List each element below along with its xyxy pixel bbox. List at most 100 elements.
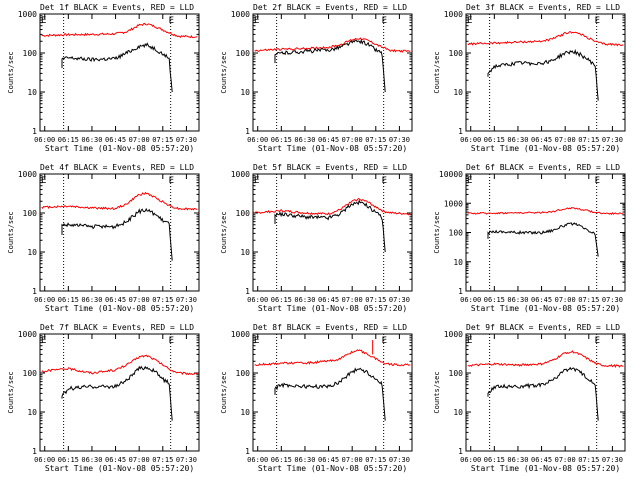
x-tick-label: 06:30: [507, 136, 528, 144]
x-tick-label: 07:30: [602, 296, 623, 304]
x-tick-label: 06:00: [460, 136, 481, 144]
plot-frame: [465, 333, 626, 452]
chart-panel: Det 6f BLACK = Events, RED = LLD 1 10 100 10…: [433, 163, 626, 313]
lld-series-line: [41, 191, 198, 211]
corner-mark: E: [254, 16, 259, 26]
x-tick-label: 06:45: [105, 456, 126, 464]
lld-series-line: [467, 31, 624, 47]
y-tick-label: 1000: [444, 199, 463, 208]
corner-mark: E: [169, 336, 174, 346]
y-tick-label: 1: [32, 127, 37, 136]
corner-mark: E: [254, 176, 259, 186]
corner-mark: E: [382, 16, 387, 26]
events-series-line: [487, 366, 599, 421]
chart-title: Det 5f BLACK = Events, RED = LLD: [253, 163, 407, 172]
lld-series-line: [41, 354, 198, 376]
x-tick-label: 06:00: [34, 456, 55, 464]
x-tick-label: 06:30: [507, 296, 528, 304]
x-tick-label: 06:45: [531, 136, 552, 144]
y-tick-label: 100: [449, 369, 464, 378]
y-tick-label: 1000: [18, 170, 37, 179]
y-tick-label: 100: [23, 49, 38, 58]
y-tick-label: 100: [236, 209, 251, 218]
corner-mark: E: [382, 336, 387, 346]
x-tick-label: 06:15: [484, 136, 505, 144]
chart-title: Det 1f BLACK = Events, RED = LLD: [40, 3, 194, 12]
corner-mark: E: [467, 16, 472, 26]
corner-mark: E: [41, 16, 46, 26]
y-tick-label: 100: [23, 209, 38, 218]
events-series-line: [61, 207, 173, 261]
x-tick-label: 06:30: [294, 136, 315, 144]
y-tick-label: 1: [245, 127, 250, 136]
events-series-line: [274, 367, 386, 421]
x-tick-label: 07:15: [365, 456, 386, 464]
x-tick-label: 06:45: [531, 296, 552, 304]
lld-series-line: [254, 349, 411, 367]
x-tick-label: 07:30: [602, 136, 623, 144]
y-axis-label: Counts/sec: [220, 51, 228, 93]
x-tick-label: 07:15: [365, 136, 386, 144]
x-tick-label: 07:30: [389, 136, 410, 144]
y-axis-label: Counts/sec: [220, 211, 228, 253]
chart-panel: Det 5f BLACK = Events, RED = LLD 1 10 100 10…: [220, 163, 413, 313]
y-tick-label: 10: [240, 248, 250, 257]
corner-mark: E: [467, 336, 472, 346]
x-tick-label: 07:00: [129, 456, 150, 464]
x-axis-label: Start Time (01-Nov-08 05:57:20): [258, 464, 407, 473]
corner-mark: E: [595, 16, 600, 26]
x-tick-label: 07:00: [555, 296, 576, 304]
y-axis-label: Counts/sec: [7, 211, 15, 253]
x-tick-label: 07:30: [176, 136, 197, 144]
chart-panel: Det 2f BLACK = Events, RED = LLD 1 10 100 10…: [220, 3, 413, 153]
x-tick-label: 07:00: [555, 136, 576, 144]
lld-series-line: [467, 350, 624, 368]
events-series-line: [61, 365, 173, 421]
x-tick-label: 06:30: [507, 456, 528, 464]
y-tick-label: 1: [32, 287, 37, 296]
plot-frame: [252, 173, 413, 292]
x-tick-label: 06:15: [58, 136, 79, 144]
chart-panel: Det 4f BLACK = Events, RED = LLD 1 10 100 10…: [7, 163, 200, 313]
y-tick-label: 1000: [444, 330, 463, 339]
chart-title: Det 7f BLACK = Events, RED = LLD: [40, 323, 194, 332]
x-tick-label: 07:15: [152, 136, 173, 144]
events-series-line: [487, 222, 599, 257]
x-tick-label: 07:00: [129, 296, 150, 304]
y-tick-label: 100: [449, 49, 464, 58]
x-axis-label: Start Time (01-Nov-08 05:57:20): [45, 304, 194, 313]
x-tick-label: 06:30: [81, 136, 102, 144]
x-tick-label: 07:00: [342, 136, 363, 144]
x-axis-label: Start Time (01-Nov-08 05:57:20): [258, 304, 407, 313]
x-tick-label: 07:30: [176, 456, 197, 464]
x-tick-label: 07:00: [342, 296, 363, 304]
x-tick-label: 06:15: [484, 456, 505, 464]
x-tick-label: 06:45: [105, 296, 126, 304]
corner-mark: E: [254, 336, 259, 346]
chart-panel: Det 3f BLACK = Events, RED = LLD 1 10 100 10…: [433, 3, 626, 153]
y-tick-label: 100: [23, 369, 38, 378]
x-tick-label: 07:15: [152, 456, 173, 464]
x-tick-label: 06:00: [247, 136, 268, 144]
x-axis-label: Start Time (01-Nov-08 05:57:20): [45, 464, 194, 473]
y-tick-label: 100: [449, 229, 464, 238]
x-tick-label: 06:00: [34, 296, 55, 304]
x-tick-label: 07:00: [555, 456, 576, 464]
x-tick-label: 07:15: [365, 296, 386, 304]
y-tick-label: 1000: [18, 330, 37, 339]
x-tick-label: 07:30: [602, 456, 623, 464]
plot-frame: [465, 13, 626, 132]
y-tick-label: 1000: [18, 10, 37, 19]
corner-mark: E: [595, 336, 600, 346]
x-tick-label: 07:15: [578, 296, 599, 304]
lld-series-line: [467, 207, 624, 215]
x-tick-label: 06:30: [81, 456, 102, 464]
plot-frame: [252, 13, 413, 132]
x-tick-label: 07:15: [152, 296, 173, 304]
y-tick-label: 1: [245, 287, 250, 296]
y-tick-label: 1: [458, 127, 463, 136]
lld-series-line: [41, 22, 198, 39]
corner-mark: E: [382, 176, 387, 186]
